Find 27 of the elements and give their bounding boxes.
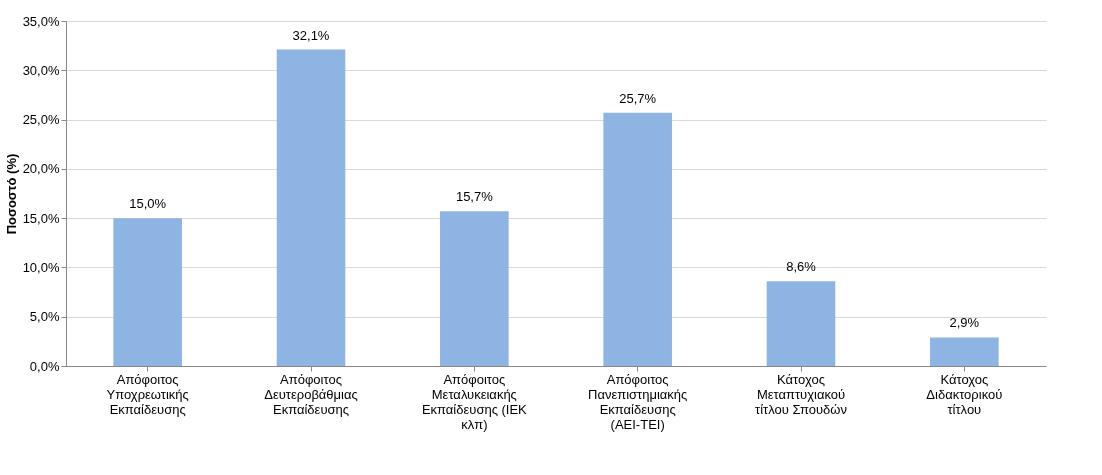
x-tick-label: Απόφοιτος Μεταλυκειακής Εκπαίδευσης (ΙΕΚ κλπ) (421, 371, 528, 432)
x-tick-label: Απόφοιτος Πανεπιστημιακής Εκπαίδευσης (ΑΕΙ-ΤΕΙ) (587, 371, 688, 432)
bar (440, 211, 509, 366)
y-tick-label: 0,0% (29, 358, 60, 374)
y-tick-label: 10,0% (22, 259, 60, 275)
bar (603, 112, 672, 366)
data-label: 25,7% (619, 90, 657, 106)
data-label: 2,9% (949, 315, 980, 331)
data-label: 15,0% (129, 196, 167, 212)
x-tick-label: Κάτοχος Μεταπτυχιακού τίτλου Σπουδών (755, 371, 847, 417)
y-axis-title: Ποσοστό (%) (3, 153, 19, 235)
x-tick-label: Απόφοιτος Υποχρεωτικής Εκπαίδευσης (106, 371, 189, 417)
y-tick-label: 20,0% (22, 161, 60, 177)
bar (930, 337, 999, 366)
bar (766, 281, 836, 366)
y-tick-label: 5,0% (29, 309, 60, 325)
data-label: 15,7% (455, 189, 494, 205)
data-label: 8,6% (786, 259, 817, 275)
y-tick-label: 35,0% (22, 13, 60, 29)
bar (113, 218, 182, 366)
y-tick-label: 15,0% (22, 210, 60, 226)
bar (276, 49, 346, 366)
y-tick-label: 30,0% (22, 62, 60, 78)
y-tick-label: 25,0% (22, 112, 60, 128)
data-label: 32,1% (292, 27, 330, 43)
x-tick-label: Απόφοιτος Δευτεροβάθμιας Εκπαίδευσης (264, 371, 358, 417)
x-tick-label: Κάτοχος Διδακτορικού τίτλου (926, 371, 1003, 417)
